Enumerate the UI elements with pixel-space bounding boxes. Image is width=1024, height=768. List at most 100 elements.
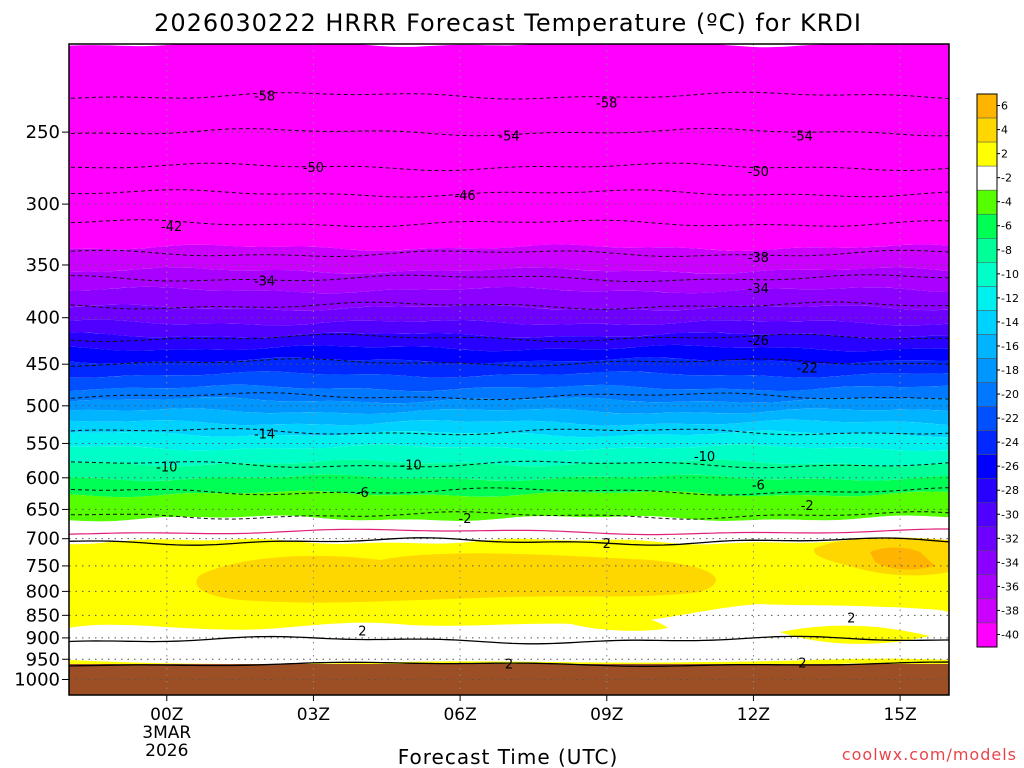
isotherm-label: -50: [748, 165, 769, 180]
y-tick-label: 600: [26, 468, 60, 489]
y-tick-label: 800: [26, 581, 60, 602]
colorbar-swatch: [976, 262, 998, 287]
isotherm-line: [69, 301, 949, 310]
credit-link[interactable]: coolwx.com/models: [842, 745, 1017, 764]
y-tick-label: 900: [26, 628, 60, 649]
isotherm-label: -10: [156, 460, 177, 475]
isotherm-line: [69, 189, 949, 198]
isotherm-line: [69, 162, 949, 172]
colorbar-label: -14: [1001, 316, 1019, 329]
warm-core-patch-1: [196, 553, 716, 603]
y-tick-label: 950: [26, 649, 60, 670]
temperature-band: [69, 408, 949, 426]
colorbar-swatch: [976, 238, 998, 263]
isotherm-label: -58: [254, 90, 275, 105]
isotherm-line: [69, 487, 949, 496]
temperature-band: [69, 357, 949, 378]
isotherm-label: -6: [752, 478, 765, 493]
isotherm-label: -54: [498, 129, 519, 144]
colorbar-label: -6: [1001, 220, 1012, 233]
isotherm-labels: -58 -58-54 -54-50 -50-46-42-38-34-34-26-22-…: [156, 90, 855, 673]
temperature-band: [69, 319, 949, 339]
temperature-band: [69, 397, 949, 414]
colorbar-swatch: [976, 382, 998, 407]
y-tick-label: 650: [26, 499, 60, 520]
colorbar-swatch: [976, 406, 998, 431]
x-tick-label: 00Z: [150, 705, 183, 725]
y-tick-label: 1000: [14, 670, 60, 691]
isotherm-line: [69, 511, 949, 520]
isotherm-label: -42: [161, 220, 182, 235]
temperature-band: [69, 459, 949, 482]
colorbar-label: -40: [1001, 628, 1019, 641]
cold-layer-region-lower: [69, 604, 949, 664]
x-tick-label: 2026: [145, 741, 188, 761]
colorbar-label: -34: [1001, 556, 1019, 569]
temperature-band: [69, 44, 949, 251]
x-tick-label: 15Z: [883, 705, 916, 725]
warm-core-patch-3: [870, 547, 935, 570]
isotherm-line: [69, 428, 949, 436]
y-tick-label: 750: [26, 556, 60, 577]
colorbar-label: -18: [1001, 364, 1019, 377]
isotherm-line-lower: [69, 635, 949, 645]
isotherm-line-surface: [69, 661, 949, 667]
colorbar-swatch: [976, 430, 998, 455]
warm-tongue-patch: [560, 615, 668, 631]
y-tick-label: 500: [26, 396, 60, 417]
colorbar-swatch: [976, 286, 998, 311]
isotherm-label: 2: [505, 657, 513, 672]
isotherm-label: 2: [603, 537, 611, 552]
colorbar-label: -36: [1001, 580, 1019, 593]
isotherm-label: -2: [459, 512, 472, 527]
colorbar-label: -24: [1001, 436, 1019, 449]
isotherm-line: [69, 274, 949, 283]
below-ground-region: [69, 664, 949, 695]
isotherm-label: 2: [358, 624, 366, 639]
isotherm-label: -10: [401, 458, 422, 473]
colorbar-label: -2: [1001, 172, 1012, 185]
colorbar-label: -10: [1001, 268, 1019, 281]
isotherm-label: -34: [254, 274, 275, 289]
y-tick-label: 350: [26, 255, 60, 276]
isotherm-label: -10: [694, 450, 715, 465]
temperature-band: [69, 304, 949, 326]
isotherm-line: [69, 333, 949, 343]
y-tick-label: 850: [26, 605, 60, 626]
colorbar-label: -20: [1001, 388, 1019, 401]
warm-tongue-patch-2: [780, 625, 930, 644]
temperature-band: [69, 286, 949, 311]
y-tick-label: 700: [26, 529, 60, 550]
colorbar-swatch: [976, 189, 998, 215]
colorbar-label: -30: [1001, 508, 1019, 521]
y-tick-label: 550: [26, 433, 60, 454]
isotherm-label: -54: [792, 129, 813, 144]
temperature-band: [69, 419, 949, 438]
temperature-band: [69, 344, 949, 364]
temperature-band: [69, 384, 949, 404]
colorbar-label: 4: [1001, 124, 1008, 137]
colorbar-swatch: [976, 574, 998, 600]
chart-title: 2026030222 HRRR Forecast Temperature (ºC…: [154, 9, 862, 37]
colorbar-swatch: [976, 334, 998, 359]
isotherm-line: [69, 249, 949, 258]
y-tick-label: 450: [26, 354, 60, 375]
colorbar-swatch: [976, 502, 998, 528]
isotherm-label: -6: [356, 486, 369, 501]
isotherm-line: [69, 358, 949, 367]
isotherm-label: -50: [303, 161, 324, 176]
x-tick-label: 3MAR: [142, 723, 191, 743]
temperature-band: [69, 244, 949, 274]
x-tick-label: 12Z: [737, 705, 770, 725]
isotherm-label: -2: [801, 499, 814, 514]
y-axis: 2503003504004505005506006507007508008509…: [14, 122, 69, 691]
warm-layer-patches: [69, 537, 949, 695]
y-tick-label: 250: [26, 122, 60, 143]
plot-frame: [68, 43, 950, 696]
colorbar-legend: 6 4 2 -2 -4 -6 -8 -10 -12 -14 -16 -18 -20 -22 -24 -26 -2…: [976, 93, 1019, 648]
temperature-band: [69, 267, 949, 294]
isotherm-line: [69, 392, 949, 401]
isotherm-label: -38: [748, 251, 769, 266]
colorbar-swatch: [976, 550, 998, 576]
